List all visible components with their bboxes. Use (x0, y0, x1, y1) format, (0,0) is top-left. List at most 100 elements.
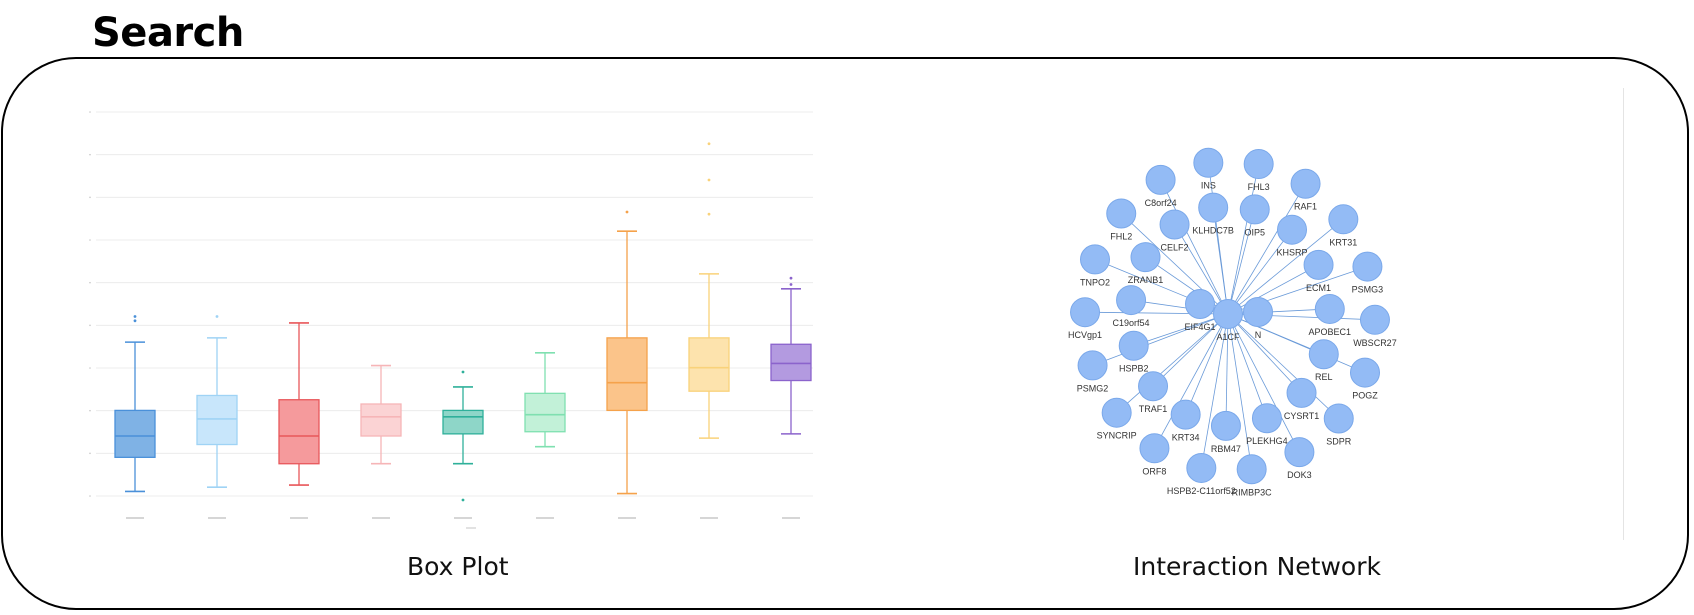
network-edge (1092, 313, 1229, 366)
network-node-label: FHL2 (1110, 231, 1132, 241)
network-node-circle (1210, 410, 1241, 441)
network-caption: Interaction Network (1133, 552, 1381, 581)
network-node-circle (1170, 399, 1201, 430)
box-series (524, 352, 566, 448)
network-edge (1160, 179, 1229, 315)
network-node-circle (1314, 293, 1345, 324)
y-tick-mark (89, 196, 91, 199)
network-node-label: APOBEC1 (1309, 327, 1352, 337)
outlier-point (461, 370, 465, 374)
box-iqr (360, 403, 402, 437)
network-node-label: RBM47 (1211, 444, 1241, 454)
network-node-circle (1243, 297, 1273, 327)
network-node: HSPB2-C11orf52 (1167, 452, 1236, 496)
y-tick-mark (89, 324, 91, 327)
network-edge (1227, 313, 1340, 419)
interaction-network-chart[interactable]: INS FHL3 RAF1 KRT31 PSMG3 WBSCR27 POGZ SDPR DOK3… (1040, 136, 1420, 506)
outlier-point (215, 315, 219, 318)
y-tick-mark (89, 153, 91, 156)
box-iqr (606, 337, 648, 412)
box-iqr (278, 399, 320, 465)
network-node-circle (1106, 198, 1137, 229)
network-node: KRT31 (1328, 204, 1359, 247)
network-node: RIMBP3C (1232, 454, 1272, 497)
box-plot-chart[interactable] (80, 100, 820, 540)
y-tick-mark (89, 367, 91, 369)
x-tick-label (536, 517, 554, 519)
network-node-circle (1070, 297, 1101, 328)
network-node-circle (1185, 289, 1215, 319)
box-iqr (442, 409, 484, 435)
network-node: DOK3 (1284, 437, 1315, 480)
network-edge (1133, 313, 1229, 347)
network-node-label: PLEKHG4 (1246, 436, 1288, 446)
network-edge (1152, 313, 1229, 387)
network-node-label: KRT34 (1172, 433, 1200, 443)
network-edge (1227, 264, 1319, 315)
network-node: HCVgp1 (1068, 297, 1102, 340)
network-node-label: RAF1 (1294, 202, 1317, 212)
network-edge (1227, 313, 1253, 470)
network-node: SYNCRIP (1097, 397, 1137, 441)
network-node-label: HCVgp1 (1068, 330, 1102, 340)
network-node: CELF2 (1159, 209, 1190, 252)
network-node-circle (1138, 371, 1169, 402)
network-node-label: HSPB2 (1119, 364, 1149, 374)
network-node: C8orf24 (1145, 164, 1177, 208)
network-node: RBM47 (1210, 410, 1241, 454)
x-tick-label (290, 517, 308, 519)
network-node-circle (1080, 244, 1111, 275)
network-node-label: CYSRT1 (1284, 411, 1319, 421)
network-edge (1154, 313, 1229, 449)
network-node-circle (1286, 377, 1317, 408)
network-edge (1174, 224, 1229, 315)
x-tick-label (782, 517, 800, 519)
network-edge (1200, 313, 1229, 469)
network-node-circle (1359, 304, 1390, 335)
x-tick-label (372, 517, 390, 519)
outlier-point (133, 315, 137, 318)
network-node: FHL3 (1243, 149, 1274, 192)
network-node: KHSRP (1277, 214, 1308, 258)
network-node-circle (1213, 299, 1243, 329)
network-node-circle (1303, 249, 1334, 280)
box-series (360, 364, 402, 465)
network-node-label: SYNCRIP (1097, 431, 1137, 441)
y-tick-mark (89, 111, 91, 113)
y-tick-mark (89, 239, 91, 241)
network-node-label: ORF8 (1142, 466, 1166, 476)
outlier-point (707, 142, 711, 146)
network-node-label: C19orf54 (1113, 318, 1150, 328)
outlier-point (133, 319, 137, 323)
network-node-label: OIP5 (1244, 227, 1265, 237)
network-node: PSMG3 (1352, 251, 1383, 295)
network-node: SDPR (1323, 403, 1354, 447)
box-series (196, 315, 238, 489)
network-node-circle (1284, 437, 1315, 468)
network-node-circle (1159, 209, 1190, 240)
network-node-circle (1328, 204, 1359, 235)
network-edge (1225, 313, 1229, 426)
box-series (442, 370, 484, 502)
network-node-label: A1CF (1216, 332, 1240, 342)
network-node-label: TNPO2 (1080, 277, 1110, 287)
box-series (688, 142, 730, 439)
network-node-circle (1308, 339, 1339, 370)
outlier-point (707, 212, 711, 216)
network-edge (1185, 313, 1229, 415)
network-node-label: C8orf24 (1145, 198, 1177, 208)
network-edge (1116, 313, 1229, 413)
panel-divider (1623, 88, 1624, 540)
network-edge (1227, 219, 1344, 315)
network-node-circle (1243, 149, 1274, 180)
network-node: ORF8 (1139, 433, 1170, 476)
network-node: ECM1 (1303, 249, 1334, 293)
network-node-label: ZRANB1 (1128, 275, 1164, 285)
network-node: ZRANB1 (1128, 242, 1164, 285)
x-axis-label (466, 527, 476, 529)
network-node-circle (1077, 350, 1108, 381)
network-node: PSMG2 (1077, 350, 1108, 393)
network-node-label: EIF4G1 (1184, 322, 1215, 332)
box-iqr (688, 337, 730, 392)
network-node-circle (1277, 214, 1308, 245)
